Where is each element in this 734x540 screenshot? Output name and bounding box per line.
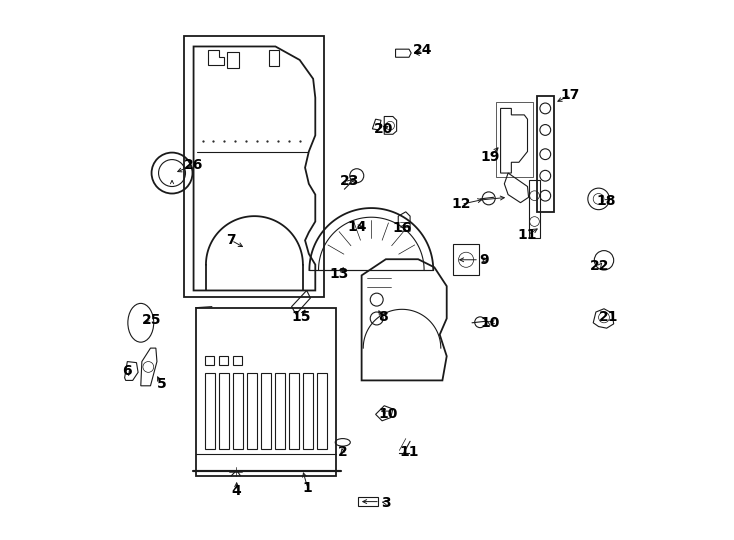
Text: 23: 23: [340, 174, 360, 188]
Bar: [219, 374, 229, 449]
Text: 25: 25: [142, 313, 161, 327]
Text: 11: 11: [517, 228, 537, 242]
Bar: [196, 308, 335, 476]
Text: 15: 15: [291, 310, 311, 325]
Text: 4: 4: [232, 484, 241, 498]
Text: 22: 22: [590, 259, 609, 273]
Bar: [206, 356, 214, 366]
Bar: [275, 374, 285, 449]
Text: 24: 24: [413, 43, 433, 57]
Bar: [453, 244, 479, 275]
Text: 1: 1: [303, 481, 313, 495]
Text: 14: 14: [348, 220, 367, 234]
Bar: [289, 374, 299, 449]
Text: 8: 8: [378, 310, 388, 325]
Bar: [261, 374, 271, 449]
Bar: [537, 96, 554, 212]
Bar: [269, 50, 279, 66]
Bar: [206, 374, 215, 449]
Text: 5: 5: [156, 377, 166, 391]
Text: 17: 17: [561, 88, 581, 102]
Bar: [496, 102, 533, 177]
Bar: [233, 374, 243, 449]
Text: 6: 6: [123, 364, 132, 378]
Text: 26: 26: [184, 158, 203, 172]
Text: 21: 21: [598, 310, 618, 325]
Text: 16: 16: [392, 221, 412, 235]
Bar: [303, 374, 313, 449]
Text: 12: 12: [451, 197, 471, 211]
Bar: [317, 374, 327, 449]
Text: 11: 11: [399, 445, 419, 459]
Bar: [358, 497, 378, 506]
Text: 10: 10: [480, 316, 500, 330]
Text: 7: 7: [227, 233, 236, 247]
Bar: [227, 52, 239, 68]
Bar: [247, 374, 257, 449]
Bar: [184, 36, 324, 297]
Text: 3: 3: [382, 496, 391, 510]
Bar: [219, 356, 228, 366]
Text: 10: 10: [379, 407, 399, 421]
Text: 18: 18: [597, 194, 617, 208]
Bar: [233, 356, 242, 366]
Text: 19: 19: [480, 150, 500, 164]
Text: 2: 2: [338, 445, 348, 459]
Text: 13: 13: [330, 267, 349, 281]
Text: 9: 9: [479, 253, 490, 267]
Bar: [528, 179, 540, 238]
Text: 20: 20: [374, 122, 393, 136]
